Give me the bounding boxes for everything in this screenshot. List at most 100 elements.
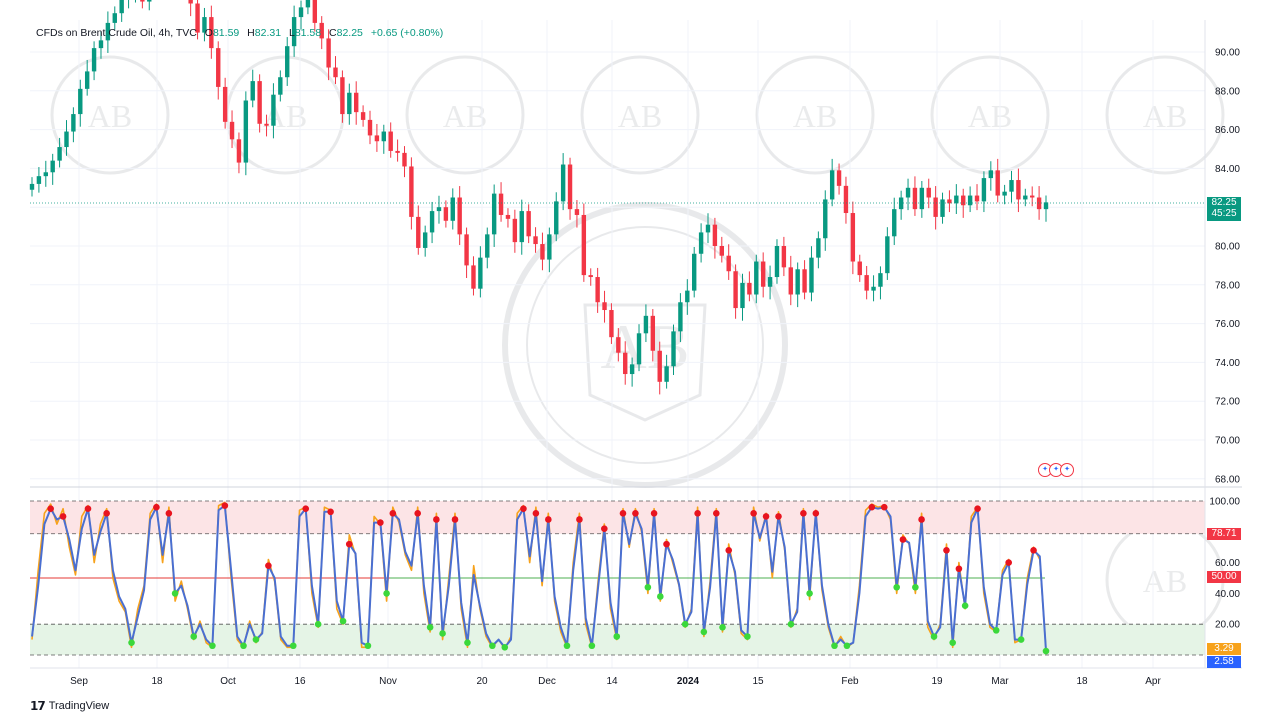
trough-marker	[806, 590, 813, 597]
peak-marker	[619, 510, 627, 517]
peak-marker	[532, 510, 540, 517]
candle-body	[485, 234, 490, 258]
peak-marker	[377, 519, 384, 526]
candle-body	[416, 216, 421, 248]
trough-marker	[613, 633, 621, 640]
symbol-title[interactable]: CFDs on Brent Crude Oil, 4h, TVC	[36, 27, 197, 39]
svg-text:AB: AB	[88, 98, 132, 134]
svg-text:AB: AB	[968, 98, 1012, 134]
peak-marker	[943, 546, 950, 554]
last-price-tag: 82.25 45:25	[1207, 197, 1241, 221]
low-label: L	[288, 27, 295, 39]
candle-body	[340, 77, 345, 115]
peak-marker	[59, 513, 67, 520]
candle-body	[519, 211, 524, 243]
low-value: 81.58	[294, 27, 322, 39]
candle-body	[436, 207, 442, 212]
candle-body	[705, 224, 711, 233]
peak-marker	[712, 510, 720, 517]
candle-body	[1036, 197, 1042, 210]
trough-marker	[588, 642, 596, 650]
tradingview-footer[interactable]: 𝟭𝟳 TradingView	[30, 699, 109, 713]
trough-marker	[171, 590, 179, 597]
svg-text:AB: AB	[263, 98, 307, 134]
trough-marker	[681, 620, 689, 628]
candle-body	[629, 364, 635, 375]
economic-events[interactable]: ✦ ✦ ✦	[1038, 463, 1074, 477]
candle-body	[781, 246, 787, 268]
time-tick-label: Feb	[841, 676, 859, 687]
candle-body	[91, 48, 97, 72]
trough-marker	[644, 583, 652, 591]
price-tick-label: 76.00	[1215, 319, 1240, 330]
candle-body	[754, 261, 759, 295]
peak-marker	[750, 510, 757, 517]
price-tick-label: 86.00	[1215, 125, 1240, 136]
candle-body	[229, 121, 235, 140]
peak-marker	[632, 510, 639, 517]
candle-body	[264, 123, 269, 126]
candle-body	[140, 0, 145, 2]
candle-body	[850, 213, 856, 262]
peak-marker	[725, 546, 733, 554]
candle-body	[726, 255, 731, 272]
candle-body	[209, 17, 214, 49]
price-tick-label: 84.00	[1215, 164, 1240, 175]
trough-marker	[949, 639, 956, 646]
peak-marker	[868, 503, 876, 511]
price-tick-label: 88.00	[1215, 86, 1240, 97]
us-flag-icon[interactable]: ✦	[1060, 463, 1074, 477]
candle-body	[602, 302, 607, 311]
close-label: C	[329, 27, 337, 39]
osc-tick-label: 100.00	[1209, 497, 1240, 508]
candle-body	[374, 135, 380, 142]
trough-marker	[831, 642, 838, 650]
osc-tick-label: 40.00	[1215, 589, 1240, 600]
candle-body	[795, 269, 800, 295]
osc-tick-label: 60.00	[1215, 558, 1240, 569]
close-value: 82.25	[336, 27, 363, 39]
price-tick-label: 80.00	[1215, 242, 1240, 253]
osc-tick-label: 20.00	[1215, 620, 1240, 631]
svg-text:AB: AB	[1143, 98, 1187, 134]
peak-marker	[650, 510, 658, 517]
time-axis-labels: Sep 18 Oct 16 Nov 20 Dec 14 2024 15 Feb 19 Mar 18 Apr	[70, 676, 1161, 687]
candle-body	[898, 197, 904, 210]
candle-body	[1009, 180, 1014, 192]
candle-body	[250, 81, 255, 101]
peak-marker	[153, 503, 160, 511]
trough-marker	[893, 583, 900, 591]
candle-body	[609, 310, 614, 338]
peak-marker	[663, 540, 670, 548]
time-tick-label: 18	[1076, 676, 1088, 687]
candle-body	[712, 224, 718, 246]
trough-marker	[930, 633, 938, 640]
trough-marker	[464, 639, 471, 646]
candle-body	[1002, 191, 1007, 196]
tradingview-logo-icon: 𝟭𝟳	[30, 699, 46, 713]
candle-body	[836, 170, 842, 186]
candle-body	[567, 164, 573, 210]
trough-marker	[961, 602, 969, 610]
candle-body	[1016, 180, 1021, 200]
trough-marker	[912, 583, 919, 591]
trough-marker	[439, 630, 446, 637]
trough-marker	[240, 642, 247, 650]
candle-body	[981, 178, 987, 202]
trough-marker	[700, 628, 708, 636]
candle-body	[823, 199, 828, 239]
peak-marker	[762, 513, 770, 520]
peak-marker	[1030, 546, 1037, 554]
candle-body	[995, 170, 1000, 196]
time-tick-label: Apr	[1145, 676, 1161, 687]
candle-body	[422, 232, 428, 248]
oscillator-lines	[31, 501, 1047, 652]
candle-body	[664, 366, 669, 382]
symbol-legend: CFDs on Brent Crude Oil, 4h, TVC O81.59 …	[36, 27, 443, 39]
candle-body	[740, 282, 745, 309]
candle-body	[547, 234, 552, 260]
candle-body	[450, 197, 455, 221]
peak-marker	[327, 508, 334, 516]
peak-marker	[576, 516, 583, 523]
